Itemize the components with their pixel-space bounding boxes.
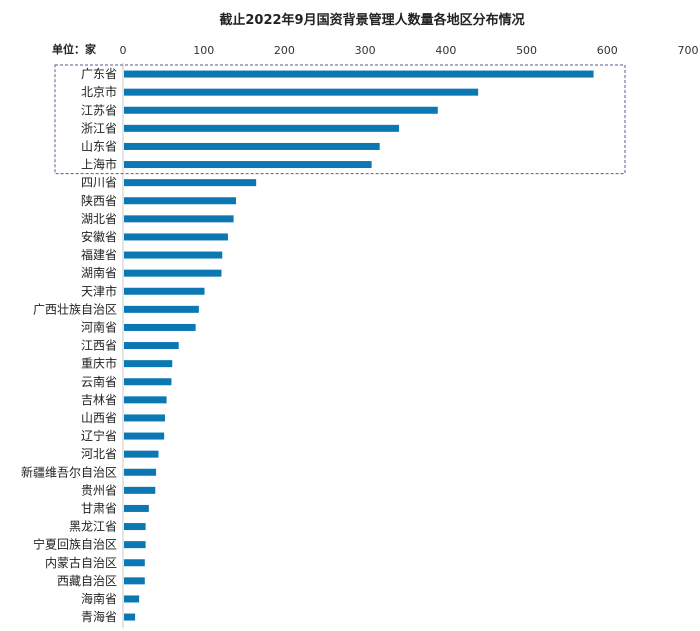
bar-宁夏回族自治区	[124, 541, 146, 549]
bar-新疆维吾尔自治区	[124, 468, 157, 476]
bar-海南省	[124, 595, 140, 603]
category-label: 广东省	[81, 67, 117, 81]
bar-广东省	[124, 70, 594, 78]
category-label: 重庆市	[81, 356, 117, 371]
bar-山东省	[124, 142, 380, 150]
unit-label: 单位：家	[52, 42, 97, 56]
bar-重庆市	[124, 360, 173, 368]
bar-江西省	[124, 342, 179, 350]
category-label: 湖北省	[81, 211, 117, 226]
category-label: 广西壮族自治区	[33, 302, 117, 316]
x-axis-ticks: 0 100 200 300 400 500 600 700	[120, 44, 699, 57]
chart-title: 截止2022年9月国资背景管理人数量各地区分布情况	[219, 12, 524, 28]
bar-山西省	[124, 414, 165, 422]
category-label: 内蒙古自治区	[45, 555, 117, 570]
category-label: 安徽省	[81, 229, 117, 244]
bar-福建省	[124, 251, 223, 259]
bar-吉林省	[124, 396, 167, 404]
bar-陕西省	[124, 197, 236, 205]
bar-四川省	[124, 179, 257, 187]
bar-上海市	[124, 161, 372, 169]
bar-广西壮族自治区	[124, 305, 199, 313]
bar-云南省	[124, 378, 172, 386]
bar-青海省	[124, 613, 136, 621]
category-label: 河北省	[81, 447, 117, 461]
category-label: 辽宁省	[81, 428, 117, 443]
bar-辽宁省	[124, 432, 165, 440]
category-label: 上海市	[81, 157, 117, 172]
bar-西藏自治区	[124, 577, 145, 585]
bar-湖北省	[124, 215, 234, 223]
category-label: 西藏自治区	[57, 574, 117, 588]
x-tick-label: 400	[435, 44, 456, 57]
category-label: 吉林省	[81, 393, 117, 407]
x-tick-label: 600	[597, 44, 618, 57]
category-label: 贵州省	[81, 483, 117, 497]
x-tick-label: 0	[120, 44, 127, 57]
category-label: 湖南省	[81, 265, 117, 280]
bar-贵州省	[124, 486, 156, 494]
x-tick-label: 300	[355, 44, 376, 57]
bar-黑龙江省	[124, 523, 146, 531]
category-label: 海南省	[81, 591, 117, 606]
bar-湖南省	[124, 269, 222, 277]
highlight-box	[54, 64, 626, 175]
bar-河北省	[124, 450, 159, 458]
x-tick-label: 100	[193, 44, 214, 57]
bar-甘肃省	[124, 504, 149, 512]
category-label: 山东省	[81, 139, 117, 153]
category-label: 新疆维吾尔自治区	[21, 464, 117, 479]
category-label: 陕西省	[81, 193, 117, 208]
category-label: 北京市	[81, 84, 117, 99]
category-label: 天津市	[81, 283, 117, 298]
category-label: 江西省	[81, 339, 117, 353]
x-tick-label: 200	[274, 44, 295, 57]
x-tick-label: 700	[678, 44, 699, 57]
bar-浙江省	[124, 124, 400, 132]
category-label: 江苏省	[81, 103, 117, 117]
category-label: 青海省	[81, 609, 117, 624]
bar-河南省	[124, 323, 196, 331]
bar-北京市	[124, 88, 479, 96]
category-label: 福建省	[81, 247, 117, 262]
bar-内蒙古自治区	[124, 559, 145, 567]
bar-安徽省	[124, 233, 228, 241]
category-label: 云南省	[81, 374, 117, 389]
x-tick-label: 500	[516, 44, 537, 57]
category-label: 甘肃省	[81, 501, 117, 515]
category-labels: 广东省北京市江苏省浙江省山东省上海市四川省陕西省湖北省安徽省福建省湖南省天津市广…	[21, 67, 117, 624]
category-label: 宁夏回族自治区	[33, 537, 117, 552]
category-label: 山西省	[81, 411, 117, 425]
category-label: 黑龙江省	[69, 520, 117, 534]
category-label: 河南省	[81, 319, 117, 334]
bar-江苏省	[124, 106, 438, 114]
bar-天津市	[124, 287, 205, 295]
category-label: 浙江省	[81, 121, 117, 135]
bars	[124, 70, 594, 621]
category-label: 四川省	[81, 176, 117, 190]
